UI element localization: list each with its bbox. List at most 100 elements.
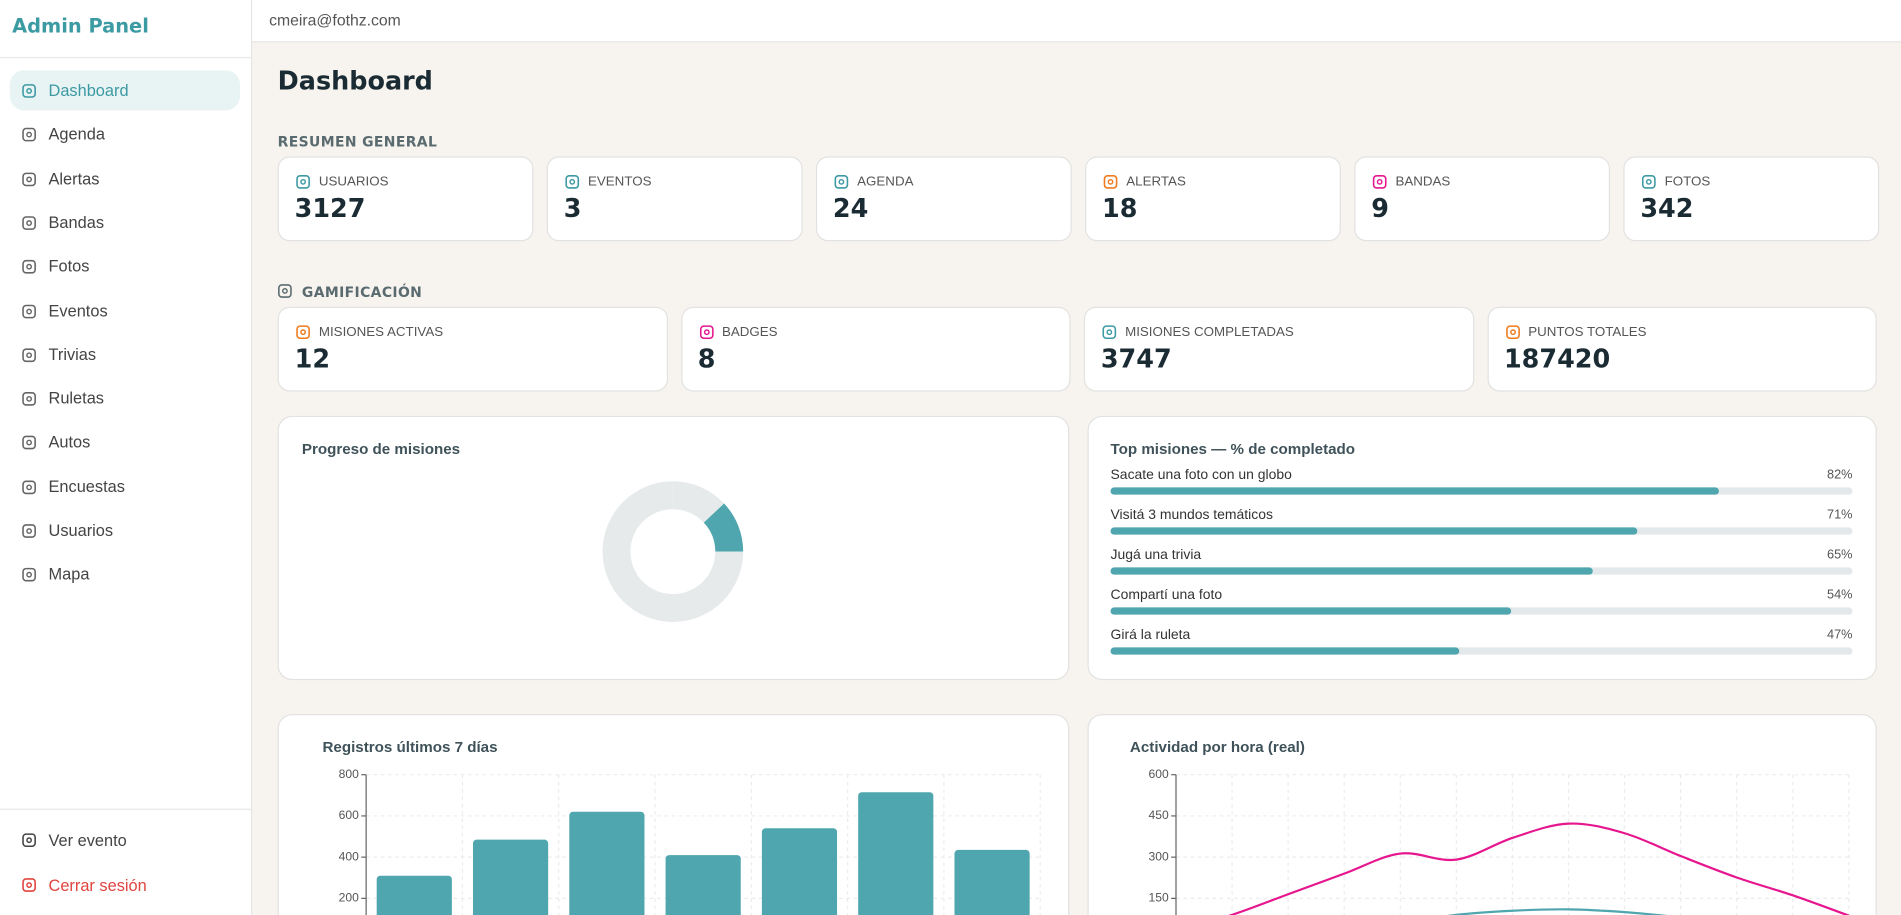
icon-dot [1509,329,1516,336]
bar [376,875,452,915]
stat-value: 3127 [294,193,366,224]
line-series [1446,908,1668,915]
y-tick-label: 800 [339,767,359,781]
icon [1372,175,1387,189]
stat-card[interactable]: BADGES 8 [680,306,1071,392]
nav-item[interactable]: Bandas [10,202,240,242]
icon [22,480,36,494]
stat-card[interactable]: AGENDA 24 [815,156,1072,242]
chart-title: Top misiones — % de completado [1111,441,1356,458]
icon-dot [26,440,33,446]
nav-item[interactable]: Ruletas [10,378,240,418]
icon [22,172,36,186]
nav-label: Autos [48,433,91,452]
icon [699,325,714,340]
nav-item[interactable]: Encuestas [10,466,240,506]
page-title: Dashboard [277,66,433,96]
y-tick-label: 600 [1149,767,1169,781]
icon [22,833,36,848]
nav-item[interactable]: Alertas [10,158,240,198]
bar [569,811,645,915]
stat-label: PUNTOS TOTALES [1528,324,1647,340]
brand: Admin Panel [12,14,149,38]
nav-item[interactable]: Trivias [10,334,240,374]
icon-dot [26,484,33,490]
footer-item[interactable]: Cerrar sesión [10,864,240,904]
icon-shape [22,480,36,494]
y-tick-label: 200 [339,891,359,905]
chart-title: Progreso de misiones [302,441,460,458]
icon-shape [22,260,36,274]
icon [22,878,36,892]
nav-item[interactable]: Autos [10,422,240,462]
icon-shape [22,216,36,230]
stat-card[interactable]: FOTOS 342 [1623,156,1880,242]
stat-label: MISIONES COMPLETADAS [1125,324,1294,340]
icon-shape [565,175,580,189]
icon-shape [1505,325,1520,340]
icon-dot [26,132,33,138]
nav-item[interactable]: Usuarios [10,510,240,550]
icon-dot [26,308,33,314]
y-tick-label: 600 [339,808,359,822]
y-tick-label: 450 [1149,808,1169,822]
stat-card[interactable]: PUNTOS TOTALES 187420 [1486,306,1877,392]
nav-item[interactable]: Dashboard [9,70,241,111]
bar-label: Jugá una trivia [1111,546,1202,562]
icon-dot [26,396,33,402]
value-label: 47% [1827,627,1852,642]
bar [1110,647,1460,655]
icon-dot [703,329,710,336]
chart-title: Actividad por hora (real) [1130,739,1305,756]
icon-dot [1106,329,1113,336]
donut-slice [672,481,725,523]
icon-dot [281,288,288,294]
nav-label: Usuarios [48,521,114,540]
bar [954,849,1030,915]
stat-card[interactable]: USUARIOS 3127 [277,156,534,242]
bar-label: Compartí una foto [1111,586,1223,602]
nav-label: Alertas [48,169,100,188]
bar [1110,487,1719,495]
divider [0,56,251,59]
bar [665,855,741,915]
stat-card[interactable]: MISIONES ACTIVAS 12 [277,306,668,392]
stat-card[interactable]: BANDAS 9 [1354,156,1611,242]
nav-label: Eventos [48,301,108,320]
chart-panel [277,415,1070,681]
nav-item[interactable]: Fotos [10,246,240,286]
nav-item[interactable]: Agenda [10,114,240,154]
icon-dot [26,220,33,226]
nav-label: Fotos [48,257,90,276]
nav-item[interactable]: Mapa [10,554,240,594]
section-title: RESUMEN GENERAL [277,133,438,151]
icon [22,436,36,450]
nav-item[interactable]: Eventos [10,290,240,330]
stat-value: 18 [1102,193,1138,224]
icon [22,524,36,538]
stat-card[interactable]: MISIONES COMPLETADAS 3747 [1083,306,1474,392]
bar [1110,567,1593,575]
icon-shape [22,878,36,892]
icon [834,175,849,189]
icon-shape [22,524,36,538]
icon [22,128,36,142]
stat-card[interactable]: ALERTAS 18 [1085,156,1341,242]
nav-label: Bandas [48,213,105,232]
stat-value: 342 [1640,193,1694,224]
footer-item[interactable]: Ver evento [10,820,240,860]
value-label: 54% [1827,587,1852,602]
stat-value: 8 [697,344,716,374]
icon [22,392,36,406]
donut-slice [602,481,744,622]
icon-shape [22,348,36,362]
stat-card[interactable]: EVENTOS 3 [546,156,803,242]
icon-dot [26,572,33,578]
icon [296,175,310,189]
stat-label: BANDAS [1395,174,1451,190]
stat-label: EVENTOS [587,174,652,190]
bar-label: Girá la ruleta [1111,626,1191,642]
icon [278,284,292,298]
